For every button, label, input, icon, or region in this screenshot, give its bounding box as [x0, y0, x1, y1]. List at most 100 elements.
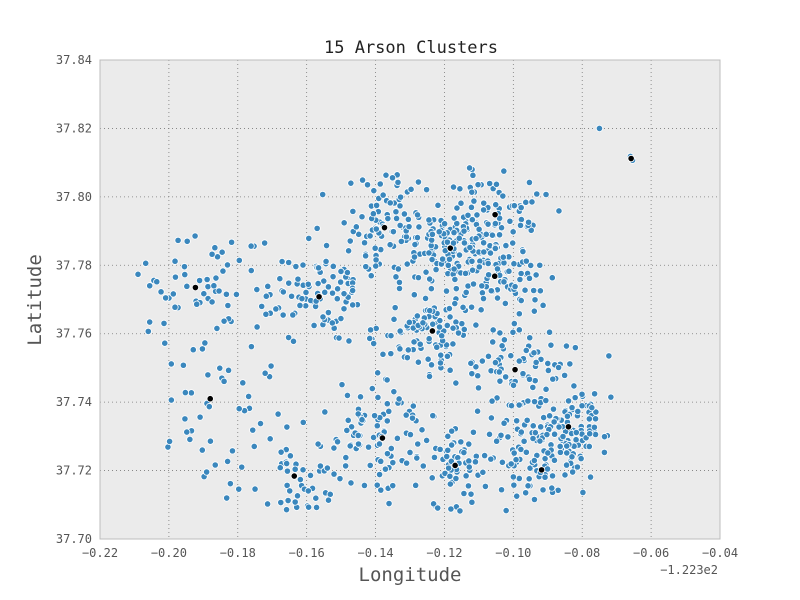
data-point: [392, 208, 400, 216]
data-point: [469, 171, 477, 179]
data-point: [389, 459, 397, 467]
data-point: [510, 481, 518, 489]
data-point: [226, 480, 234, 488]
data-point: [370, 339, 378, 348]
y-tick-label: 37.74: [56, 395, 92, 409]
data-point: [187, 389, 195, 397]
data-point: [556, 442, 564, 451]
data-point: [395, 278, 404, 286]
data-point: [412, 481, 420, 489]
data-point: [144, 327, 152, 336]
data-point: [376, 180, 384, 188]
data-point: [422, 268, 430, 276]
data-point: [391, 304, 399, 312]
data-point: [363, 181, 372, 189]
data-point: [515, 326, 523, 334]
data-point: [428, 474, 436, 482]
data-point: [400, 210, 408, 218]
data-point: [330, 444, 338, 452]
data-point: [166, 437, 174, 446]
data-point: [314, 440, 322, 448]
data-point: [373, 201, 381, 209]
data-point: [507, 460, 515, 468]
data-point: [345, 337, 353, 345]
data-point: [146, 318, 154, 326]
data-point: [208, 298, 216, 306]
data-point: [342, 453, 350, 462]
data-point: [373, 422, 381, 430]
data-point: [183, 428, 191, 436]
data-point: [491, 359, 500, 367]
data-point: [548, 472, 557, 480]
data-point: [410, 338, 418, 346]
data-point: [509, 381, 518, 389]
data-point: [425, 216, 433, 224]
data-point: [223, 261, 232, 269]
data-point: [287, 292, 296, 300]
data-point: [541, 473, 549, 481]
data-point: [564, 397, 573, 405]
data-point: [419, 319, 427, 327]
data-point: [452, 474, 460, 483]
data-point: [507, 402, 516, 410]
data-point: [571, 394, 579, 402]
data-point: [299, 261, 307, 269]
data-point: [516, 221, 525, 229]
data-point: [286, 452, 294, 460]
data-point: [385, 407, 393, 415]
data-point: [349, 286, 357, 295]
data-point: [284, 496, 292, 505]
data-point: [251, 485, 259, 493]
data-point: [368, 384, 376, 393]
data-point: [256, 419, 265, 428]
data-point: [460, 489, 468, 498]
data-point: [435, 323, 444, 331]
data-point: [544, 366, 552, 375]
data-point: [474, 384, 483, 392]
data-point: [499, 253, 507, 261]
data-point: [396, 221, 404, 230]
data-point: [395, 395, 403, 403]
data-point: [517, 296, 525, 305]
data-point: [484, 352, 493, 360]
data-point: [550, 430, 559, 438]
data-point: [445, 464, 453, 472]
data-point: [171, 273, 180, 281]
data-point: [198, 345, 207, 353]
data-point: [232, 290, 241, 299]
data-point: [220, 317, 228, 325]
data-point: [537, 423, 545, 431]
data-point: [261, 369, 269, 377]
data-point: [561, 471, 569, 479]
data-point: [524, 397, 532, 405]
data-point: [487, 287, 495, 295]
data-point: [374, 393, 382, 402]
data-point: [515, 401, 523, 409]
data-point: [171, 257, 179, 265]
data-point: [498, 458, 506, 466]
data-point: [382, 171, 390, 179]
data-point: [418, 426, 426, 434]
data-point: [519, 370, 527, 378]
data-point: [208, 250, 216, 258]
data-point: [379, 191, 387, 199]
data-point: [174, 236, 182, 244]
data-point: [544, 359, 552, 368]
data-point: [362, 252, 370, 260]
data-point: [328, 289, 337, 297]
data-point: [474, 372, 482, 380]
data-point: [529, 383, 537, 392]
data-point: [322, 257, 330, 266]
data-point: [386, 199, 394, 207]
data-point: [283, 459, 291, 468]
data-point: [338, 381, 346, 389]
cluster-center-point: [380, 224, 389, 232]
data-point: [460, 448, 468, 457]
data-point: [286, 487, 294, 495]
y-tick-label: 37.78: [56, 258, 92, 272]
y-tick-label: 37.82: [56, 121, 92, 135]
data-point: [360, 239, 369, 247]
data-point: [443, 352, 452, 360]
data-point: [333, 295, 341, 303]
data-point: [344, 416, 352, 424]
